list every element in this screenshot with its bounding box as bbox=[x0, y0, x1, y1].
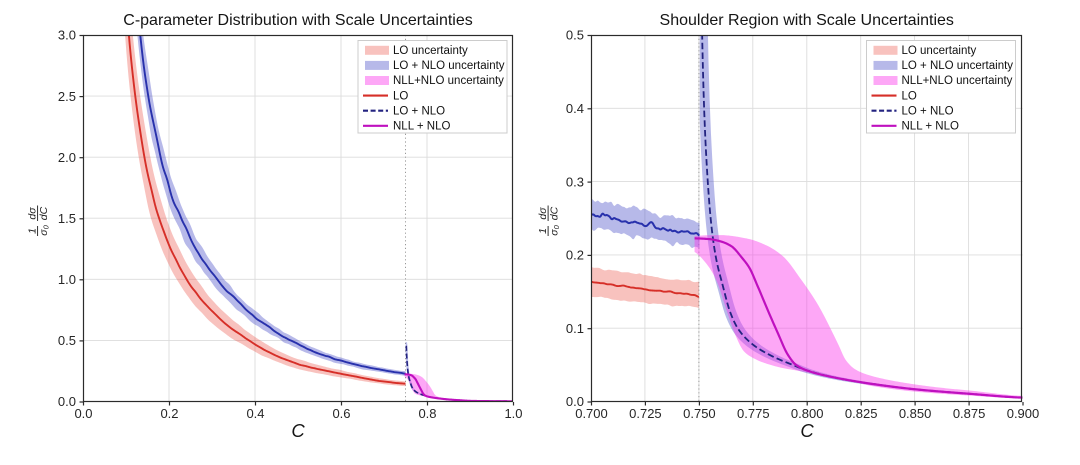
svg-text:0.2: 0.2 bbox=[566, 248, 584, 263]
svg-text:0.0: 0.0 bbox=[566, 394, 584, 409]
svg-text:dσ: dσ bbox=[537, 207, 549, 220]
svg-text:1.0: 1.0 bbox=[58, 272, 76, 287]
svg-text:0.750: 0.750 bbox=[683, 406, 716, 421]
svg-text:0.1: 0.1 bbox=[566, 321, 584, 336]
svg-text:0.0: 0.0 bbox=[74, 406, 92, 421]
svg-text:0.700: 0.700 bbox=[575, 406, 608, 421]
svg-text:NLL + NLO: NLL + NLO bbox=[902, 121, 959, 133]
svg-text:0.0: 0.0 bbox=[58, 394, 76, 409]
svg-text:C: C bbox=[800, 420, 814, 441]
svg-text:0.2: 0.2 bbox=[160, 406, 178, 421]
svg-text:σ0: σ0 bbox=[548, 224, 561, 235]
svg-text:LO: LO bbox=[393, 90, 408, 102]
svg-text:LO uncertainty: LO uncertainty bbox=[902, 45, 977, 57]
svg-text:0.725: 0.725 bbox=[629, 406, 662, 421]
svg-text:LO + NLO: LO + NLO bbox=[902, 105, 954, 117]
svg-text:LO + NLO uncertainty: LO + NLO uncertainty bbox=[393, 60, 505, 72]
svg-text:0.4: 0.4 bbox=[566, 101, 584, 116]
svg-text:1.5: 1.5 bbox=[58, 211, 76, 226]
svg-text:3.0: 3.0 bbox=[58, 28, 76, 43]
svg-text:C-parameter Distribution with: C-parameter Distribution with Scale Unce… bbox=[123, 12, 472, 29]
svg-text:C: C bbox=[291, 420, 305, 441]
svg-text:0.3: 0.3 bbox=[566, 174, 584, 189]
svg-text:0.8: 0.8 bbox=[418, 406, 436, 421]
svg-text:1: 1 bbox=[27, 228, 39, 234]
svg-text:LO + NLO: LO + NLO bbox=[393, 105, 445, 117]
svg-text:NLL+NLO uncertainty: NLL+NLO uncertainty bbox=[902, 75, 1013, 87]
svg-text:0.825: 0.825 bbox=[845, 406, 878, 421]
svg-text:0.6: 0.6 bbox=[332, 406, 350, 421]
svg-text:dσ: dσ bbox=[27, 207, 39, 220]
svg-text:dC: dC bbox=[38, 206, 50, 220]
svg-text:LO + NLO uncertainty: LO + NLO uncertainty bbox=[902, 60, 1014, 72]
svg-text:0.5: 0.5 bbox=[566, 28, 584, 43]
svg-text:NLL+NLO uncertainty: NLL+NLO uncertainty bbox=[393, 75, 504, 87]
svg-text:dC: dC bbox=[548, 206, 560, 220]
svg-text:σ0: σ0 bbox=[38, 224, 51, 235]
svg-text:NLL + NLO: NLL + NLO bbox=[393, 121, 450, 133]
svg-text:0.900: 0.900 bbox=[1007, 406, 1040, 421]
svg-text:1: 1 bbox=[537, 228, 549, 234]
svg-text:LO: LO bbox=[902, 90, 917, 102]
svg-text:0.800: 0.800 bbox=[791, 406, 824, 421]
svg-text:0.4: 0.4 bbox=[246, 406, 264, 421]
svg-text:Shoulder Region with Scale Unc: Shoulder Region with Scale Uncertainties bbox=[660, 12, 954, 29]
svg-text:0.875: 0.875 bbox=[953, 406, 986, 421]
svg-text:2.0: 2.0 bbox=[58, 150, 76, 165]
svg-text:2.5: 2.5 bbox=[58, 89, 76, 104]
svg-text:LO uncertainty: LO uncertainty bbox=[393, 45, 468, 57]
svg-text:0.850: 0.850 bbox=[899, 406, 932, 421]
svg-text:0.775: 0.775 bbox=[737, 406, 770, 421]
svg-text:0.5: 0.5 bbox=[58, 333, 76, 348]
svg-text:1.0: 1.0 bbox=[504, 406, 522, 421]
